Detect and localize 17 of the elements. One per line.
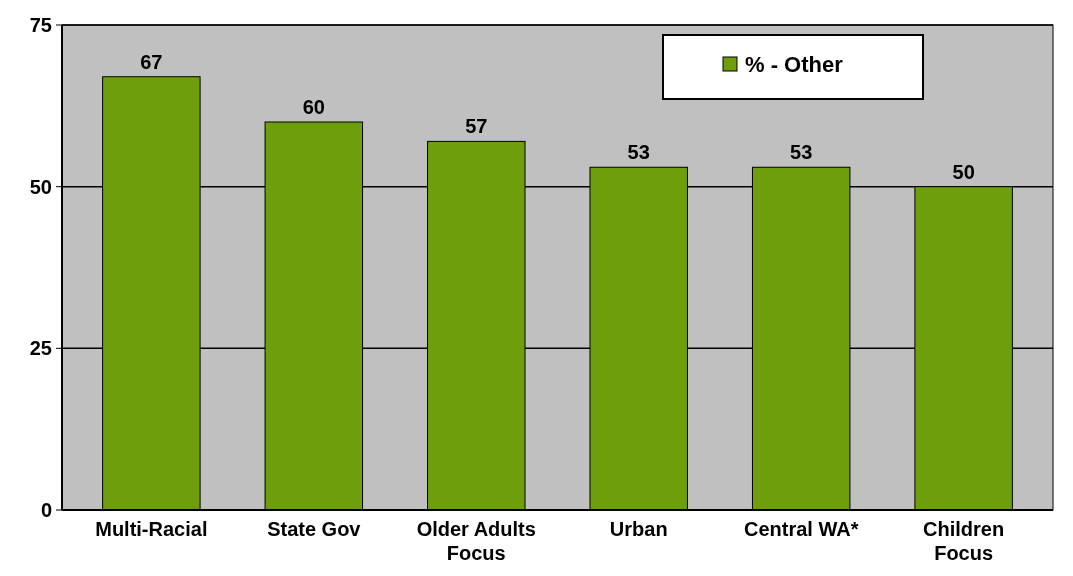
data-label: 50 [952, 160, 975, 183]
y-tick-label: 75 [29, 14, 52, 36]
x-tick-label: Central WA* [743, 518, 859, 540]
legend-label: % - Other [745, 51, 844, 77]
data-label: 57 [465, 115, 488, 138]
x-tick-label: Multi-Racial [95, 518, 208, 540]
data-label: 60 [302, 96, 325, 118]
x-tick-label: State Gov [267, 518, 362, 540]
data-label: 67 [140, 50, 163, 73]
y-tick-label: 50 [29, 175, 52, 198]
x-tick-label: Urban [609, 518, 668, 540]
x-tick-label: Children Focus [923, 518, 1005, 564]
y-tick-label: 0 [40, 499, 52, 521]
x-tick-label: Older Adults Focus [416, 518, 536, 564]
y-tick-label: 25 [29, 337, 52, 360]
data-label: 53 [790, 141, 813, 164]
data-label: 53 [627, 141, 650, 164]
